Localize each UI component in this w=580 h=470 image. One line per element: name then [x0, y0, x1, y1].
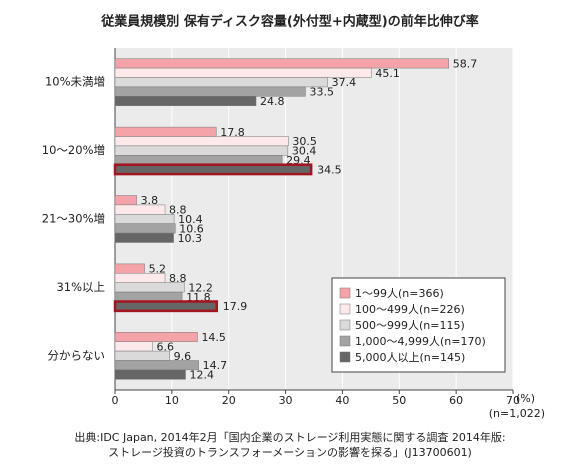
- category-label: 21〜30%増: [42, 212, 105, 226]
- bar: [113, 163, 313, 176]
- bar: [114, 155, 283, 165]
- value-label: 33.5: [309, 86, 334, 99]
- bar: [114, 232, 174, 243]
- bar: [114, 291, 183, 302]
- x-tick-label: 10: [165, 394, 179, 407]
- value-label: 34.5: [317, 163, 342, 176]
- value-label: 45.1: [375, 67, 400, 80]
- legend-swatch: [339, 303, 351, 315]
- bar: [114, 223, 176, 234]
- bar: [114, 77, 328, 88]
- legend-label: 1,000〜4,999人(n=170): [355, 335, 486, 348]
- category-label: 分からない: [48, 348, 106, 362]
- value-label: 58.7: [453, 57, 478, 70]
- value-label: 12.2: [188, 281, 213, 294]
- bar: [114, 204, 166, 215]
- value-label: 10.6: [179, 222, 204, 235]
- bar: [114, 341, 153, 352]
- value-label: 14.7: [203, 359, 228, 372]
- x-tick-label: 50: [392, 394, 406, 407]
- value-label: 6.6: [157, 340, 175, 353]
- legend-label: 5,000人以上(n=145): [355, 351, 465, 364]
- bar: [114, 214, 175, 224]
- x-tick-label: 40: [335, 394, 349, 407]
- value-label: 14.5: [201, 331, 226, 344]
- legend-swatch: [339, 287, 351, 299]
- bar: [114, 282, 185, 293]
- legend-swatch: [339, 335, 351, 347]
- bar: [114, 360, 199, 371]
- value-label: 3.8: [141, 194, 159, 207]
- legend-label: 1〜99人(n=366): [355, 287, 444, 300]
- bar: [114, 126, 217, 137]
- value-label: 10.3: [178, 232, 203, 245]
- value-label: 5.2: [149, 263, 167, 276]
- category-label: 10〜20%増: [42, 143, 105, 157]
- value-label: 8.8: [169, 204, 187, 217]
- legend-swatch: [339, 351, 351, 363]
- legend-label: 100〜499人(n=226): [355, 303, 465, 316]
- bar: [113, 300, 219, 313]
- bar: [114, 145, 289, 156]
- value-label: 37.4: [332, 76, 357, 89]
- value-label: 17.8: [220, 126, 245, 139]
- value-label: 8.8: [169, 272, 187, 285]
- x-unit: (%): [516, 392, 535, 405]
- legend-swatch: [339, 319, 351, 331]
- x-tick-label: 0: [112, 394, 119, 407]
- value-label: 30.5: [292, 135, 317, 148]
- x-tick-label: 20: [222, 394, 236, 407]
- bar: [114, 273, 166, 283]
- value-label: 9.6: [174, 350, 192, 363]
- value-label: 30.4: [292, 145, 317, 158]
- value-label: 24.8: [260, 95, 285, 108]
- category-label: 31%以上: [56, 280, 105, 294]
- value-label: 12.4: [190, 369, 215, 382]
- legend-label: 500〜999人(n=115): [355, 319, 465, 332]
- x-tick-label: 60: [449, 394, 463, 407]
- category-label: 10%未満増: [45, 75, 105, 89]
- bar: [114, 136, 289, 147]
- bar: [114, 332, 198, 342]
- bar: [114, 195, 137, 206]
- source: ストレージ投資のトランスフォーメーションの影響を探る」(J13700601): [108, 445, 472, 459]
- x-tick-label: 30: [279, 394, 293, 407]
- bar: [114, 350, 170, 361]
- source: 出典:IDC Japan, 2014年2月「国内企業のストレージ利用実態に関する…: [74, 430, 505, 444]
- note: (n=1,022): [489, 407, 545, 420]
- value-label: 10.4: [178, 213, 203, 226]
- value-label: 17.9: [223, 300, 248, 313]
- bar: [114, 263, 145, 274]
- chart-title: 従業員規模別 保有ディスク容量(外付型+内蔵型)の前年比伸び率: [100, 14, 478, 30]
- legend-box: [331, 277, 506, 373]
- x-tick-label: 70: [506, 394, 520, 407]
- bar: [114, 96, 257, 106]
- bar: [114, 369, 186, 380]
